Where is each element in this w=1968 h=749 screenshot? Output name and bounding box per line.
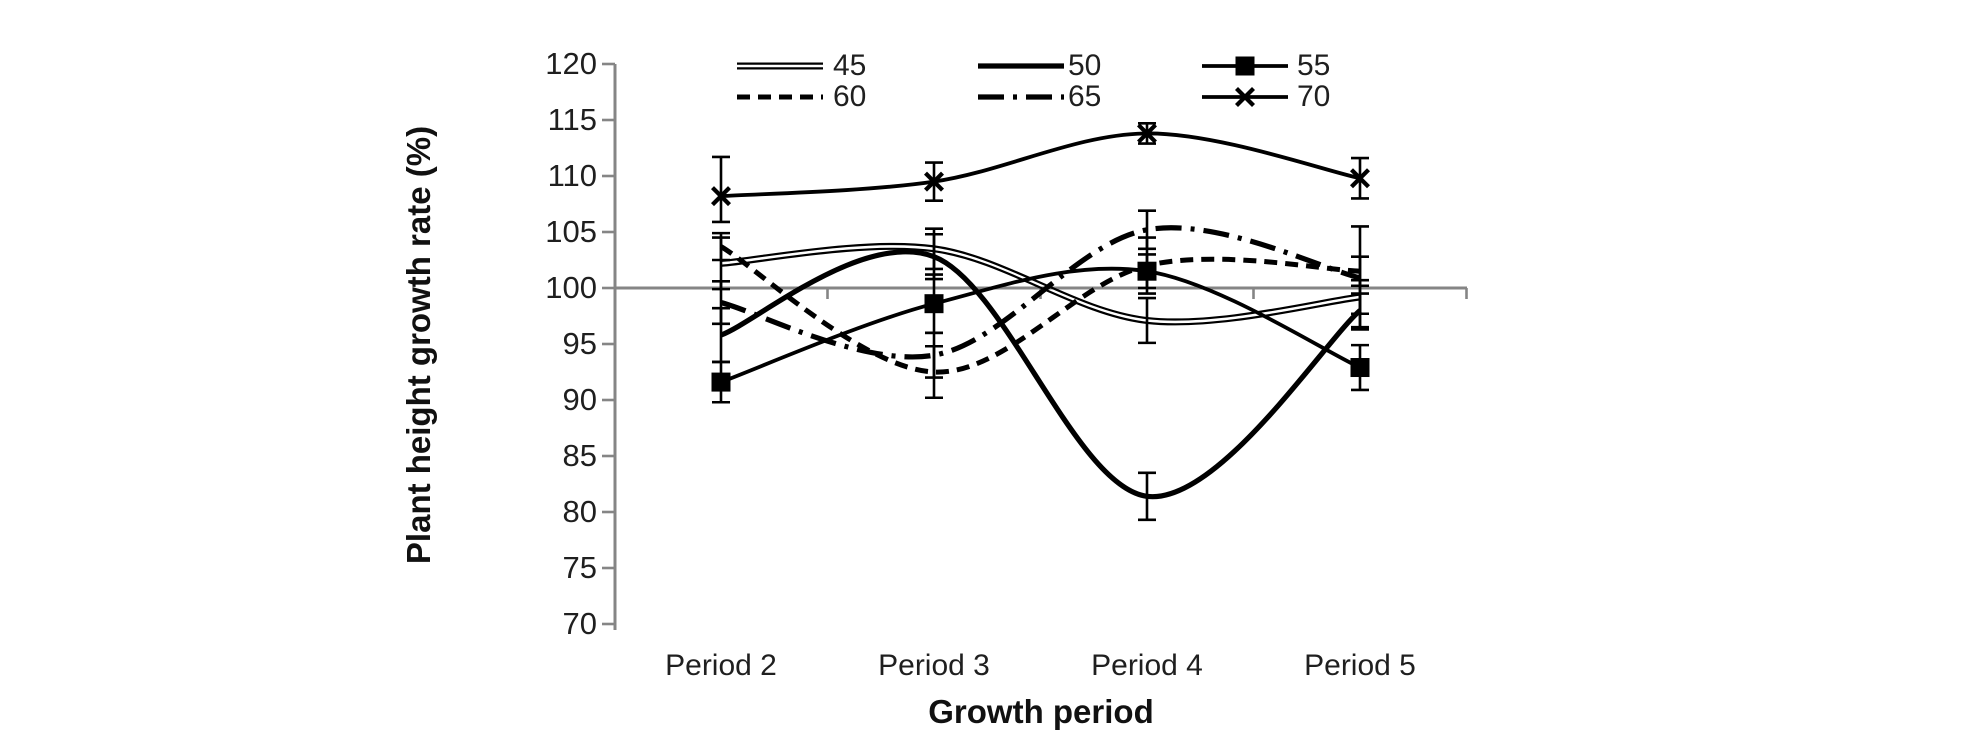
x-axis-title: Growth period: [928, 693, 1154, 730]
y-tick-label-115: 115: [547, 102, 597, 137]
error-bars: [712, 122, 1369, 522]
y-tick-label-110: 110: [547, 158, 597, 193]
legend-label-50: 50: [1068, 49, 1102, 82]
x-category-label-period-5: Period 5: [1304, 649, 1416, 682]
y-axis-title: Plant height growth rate (%): [400, 125, 437, 565]
x-category-label-period-2: Period 2: [665, 649, 777, 682]
y-tick-label-70: 70: [562, 606, 597, 641]
legend-label-55: 55: [1297, 49, 1331, 82]
y-tick-label-75: 75: [562, 550, 597, 585]
legend-label-45: 45: [833, 49, 867, 82]
series-lines: [719, 131, 1362, 499]
x-category-label-period-3: Period 3: [878, 649, 990, 682]
x-category-label-period-4: Period 4: [1091, 649, 1203, 682]
legend-samples: [737, 56, 1288, 107]
legend-label-65: 65: [1068, 80, 1102, 113]
y-tick-label-95: 95: [562, 326, 597, 361]
y-tick-label-100: 100: [545, 270, 597, 305]
legend-label-70: 70: [1297, 80, 1331, 113]
y-tick-label-80: 80: [562, 494, 597, 529]
y-tick-label-105: 105: [545, 214, 597, 249]
y-tick-label-120: 120: [545, 46, 597, 81]
series-markers: [711, 123, 1370, 392]
y-tick-label-85: 85: [562, 438, 597, 473]
y-tick-label-90: 90: [562, 382, 597, 417]
legend-label-60: 60: [833, 80, 867, 113]
